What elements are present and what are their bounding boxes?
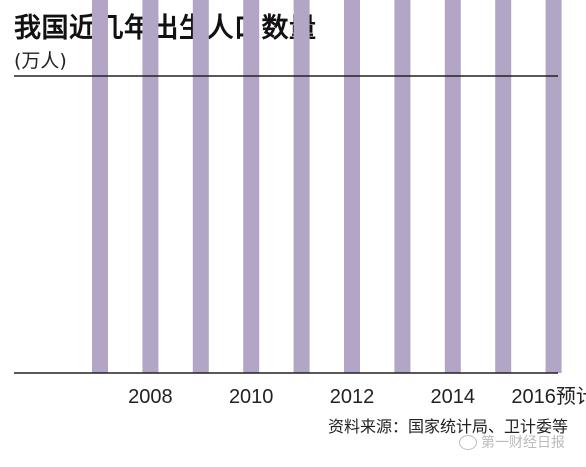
x-tick-label-2012: 2012 <box>330 386 375 408</box>
x-tick-label-2010: 2010 <box>229 386 274 408</box>
wechat-icon <box>459 434 477 450</box>
axes <box>14 75 558 374</box>
bar-2016预计 <box>545 0 562 373</box>
watermark-text: 第一财经日报 <box>481 435 565 451</box>
bar-2008 <box>142 0 159 373</box>
tick-labels: 120014001600180020082010201220142016预计 <box>128 385 586 408</box>
bar-2013 <box>394 0 411 373</box>
bar-2009 <box>192 0 209 373</box>
bar-2015 <box>495 0 512 373</box>
bar-2010 <box>243 0 260 373</box>
bar-2014 <box>444 0 461 373</box>
bar-2011 <box>293 0 310 373</box>
y-unit-label: (万人) <box>14 50 67 72</box>
x-tick-label-2016预计: 2016预计 <box>511 385 586 408</box>
x-tick-label-2008: 2008 <box>128 386 173 408</box>
bar-2012 <box>344 0 360 373</box>
chart-title: 我国近几年出生人口数量 <box>14 13 317 44</box>
bars <box>92 0 562 373</box>
x-tick-label-2014: 2014 <box>431 386 476 408</box>
data-source-note: 资料来源：国家统计局、卫计委等 <box>327 417 568 436</box>
bar-2007 <box>92 0 108 373</box>
watermark: 第一财经日报 <box>459 432 565 452</box>
